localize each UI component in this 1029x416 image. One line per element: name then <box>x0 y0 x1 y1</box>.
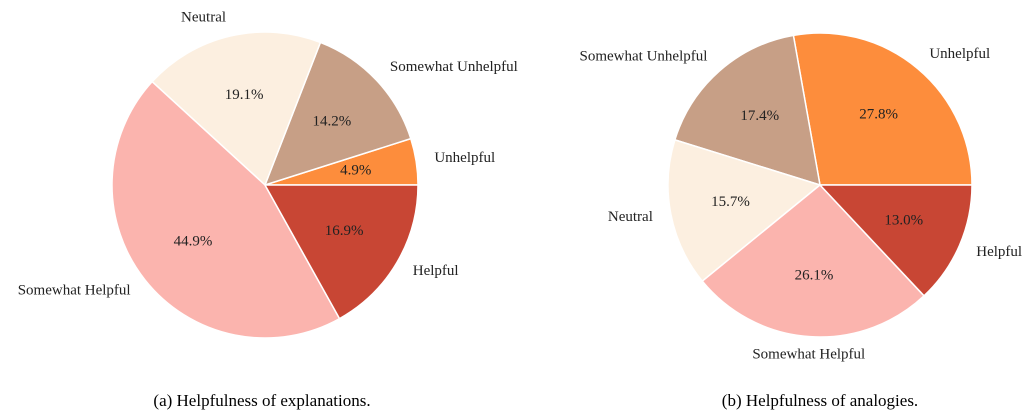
pie-slice <box>818 184 973 297</box>
pie-slice <box>263 184 419 320</box>
value-label: 14.2% <box>313 114 352 130</box>
slice-label: Somewhat Helpful <box>752 346 865 362</box>
pie-slice <box>263 41 412 187</box>
slice-label: Helpful <box>413 263 459 279</box>
pie-slice <box>701 183 926 338</box>
slice-label: Unhelpful <box>434 150 495 166</box>
pie-slice <box>673 34 821 187</box>
slice-label: Unhelpful <box>929 46 990 62</box>
caption: (a) Helpfulness of explanations. <box>153 391 370 410</box>
value-label: 27.8% <box>859 107 898 123</box>
slice-label: Neutral <box>181 10 226 26</box>
slice-label: Somewhat Unhelpful <box>390 59 518 75</box>
pie-slice <box>667 138 822 283</box>
slice-label: Somewhat Unhelpful <box>580 49 708 65</box>
value-label: 4.9% <box>340 162 371 178</box>
value-label: 44.9% <box>174 233 213 249</box>
value-label: 26.1% <box>795 267 834 283</box>
pie-slice <box>151 31 322 187</box>
value-label: 13.0% <box>884 213 923 229</box>
value-label: 16.9% <box>325 223 364 239</box>
value-label: 19.1% <box>225 87 264 103</box>
slice-label: Neutral <box>608 209 653 225</box>
slice-label: Somewhat Helpful <box>18 283 131 299</box>
caption: (b) Helpfulness of analogies. <box>722 391 918 410</box>
pie-slice <box>792 32 973 186</box>
pie-slice <box>111 80 341 339</box>
value-label: 15.7% <box>711 194 750 210</box>
slice-label: Helpful <box>976 244 1022 260</box>
value-label: 17.4% <box>740 108 779 124</box>
